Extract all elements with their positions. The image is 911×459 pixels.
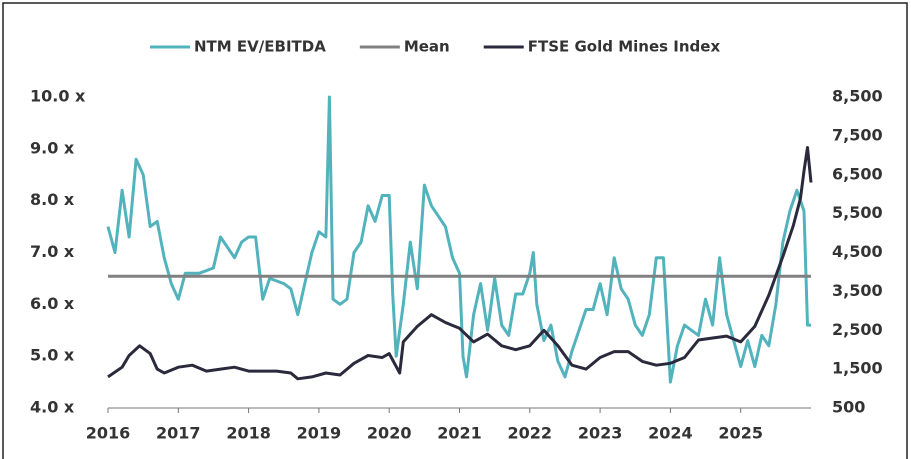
y2-tick-label: 7,500 [832, 125, 883, 144]
legend-label: NTM EV/EBITDA [194, 38, 326, 56]
y-tick-label: 9.0 x [30, 138, 75, 157]
y2-tick-label: 6,500 [832, 164, 883, 183]
legend-label: FTSE Gold Mines Index [528, 38, 721, 56]
y2-tick-label: 2,500 [832, 320, 883, 339]
x-tick-label: 2022 [508, 424, 553, 443]
x-tick-label: 2019 [297, 424, 342, 443]
x-tick-label: 2017 [156, 424, 201, 443]
y-tick-label: 10.0 x [30, 87, 86, 106]
series-line [107, 146, 813, 381]
x-tick-label: 2018 [226, 424, 271, 443]
x-tick-label: 2021 [437, 424, 482, 443]
y-tick-label: 5.0 x [30, 346, 75, 365]
y2-tick-label: 4,500 [832, 242, 883, 261]
x-tick-label: 2025 [718, 424, 763, 443]
x-tick-label: 2023 [578, 424, 623, 443]
y-tick-label: 4.0 x [30, 398, 75, 417]
y-tick-label: 8.0 x [30, 190, 75, 209]
legend-label: Mean [404, 38, 450, 56]
x-tick-label: 2016 [86, 424, 131, 443]
y2-tick-label: 5,500 [832, 203, 883, 222]
y-tick-label: 7.0 x [30, 242, 75, 261]
y2-tick-label: 8,500 [832, 87, 883, 106]
y2-tick-label: 500 [832, 398, 865, 417]
y2-tick-label: 1,500 [832, 359, 883, 378]
series-line [106, 95, 811, 384]
y2-tick-label: 3,500 [832, 281, 883, 300]
x-tick-label: 2024 [648, 424, 693, 443]
y-tick-label: 6.0 x [30, 294, 75, 313]
x-tick-label: 2020 [367, 424, 412, 443]
